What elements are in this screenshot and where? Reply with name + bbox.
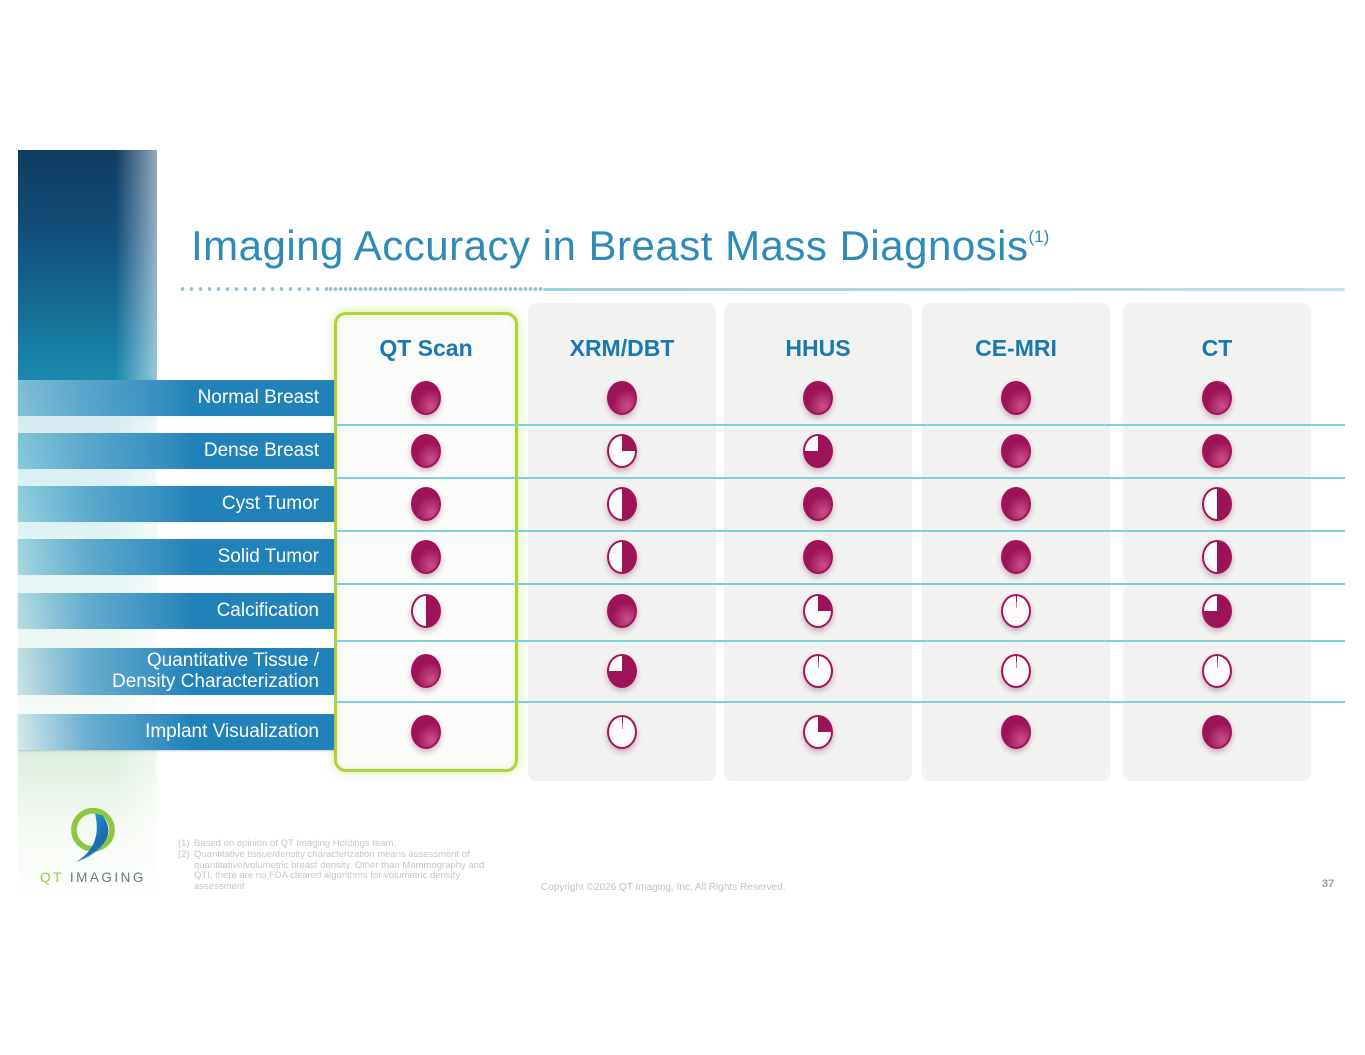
row-gap-band: [18, 694, 334, 714]
page-title: Imaging Accuracy in Breast Mass Diagnosi…: [191, 222, 1049, 270]
row-gap-band: [18, 522, 334, 539]
harvey-dense-breast-hhus: [803, 434, 833, 468]
harvey-calcification-hhus: [803, 594, 833, 628]
row-separator-line: [334, 529, 1345, 532]
harvey-dense-breast-xrm-dbt: [607, 434, 637, 468]
row-label-implant-visualization: Implant Visualization: [145, 721, 319, 743]
title-footnote-ref: (1): [1028, 227, 1050, 246]
row-label-solid-tumor: Solid Tumor: [217, 546, 319, 568]
row-separator-line: [334, 476, 1345, 479]
row-bar-implant-visualization: Implant Visualization: [18, 714, 334, 750]
harvey-cyst-tumor-xrm-dbt: [607, 487, 637, 521]
row-label-calcification: Calcification: [216, 600, 319, 622]
row-bar-calcification: Calcification: [18, 593, 334, 629]
row-bar-cyst-tumor: Cyst Tumor: [18, 486, 334, 522]
row-separator-line: [334, 700, 1345, 703]
column-header-xrm-dbt: XRM/DBT: [569, 335, 675, 361]
logo: QT IMAGING: [23, 803, 163, 885]
harvey-quantitative-tissue-density-characterization-hhus: [803, 654, 833, 688]
title-divider: [178, 286, 1345, 292]
row-label-quantitative-tissue-density-characterization: Quantitative Tissue / Density Characteri…: [112, 649, 319, 693]
footnote-2-marker: (2): [178, 848, 190, 860]
harvey-dense-breast-ce-mri: [1001, 434, 1031, 468]
harvey-normal-breast-hhus: [803, 381, 833, 415]
column-header-hhus: HHUS: [785, 335, 851, 361]
harvey-calcification-ct: [1202, 594, 1232, 628]
row-bar-solid-tumor: Solid Tumor: [18, 539, 334, 575]
logo-text-qt: QT: [40, 870, 64, 885]
row-separator-line: [334, 423, 1345, 426]
logo-blue-swoosh: [76, 813, 109, 862]
column-header-qt-scan: QT Scan: [379, 335, 473, 361]
row-separator-line: [334, 583, 1345, 585]
harvey-implant-visualization-xrm-dbt: [607, 715, 637, 749]
divider-dots-dense: [328, 286, 543, 292]
footnote-2-text: Quantitative tissue/density characteriza…: [194, 848, 485, 893]
row-bar-normal-breast: Normal Breast: [18, 380, 334, 416]
logo-blue-swoosh-shade: [76, 815, 107, 862]
logo-text-imaging: IMAGING: [69, 870, 146, 885]
copyright-notice: Copyright ©2026 QT Imaging, Inc. All Rig…: [541, 882, 786, 893]
row-bar-quantitative-tissue-density-characterization: Quantitative Tissue / Density Characteri…: [18, 647, 334, 695]
harvey-implant-visualization-ce-mri: [1001, 715, 1031, 749]
harvey-cyst-tumor-ct: [1202, 487, 1232, 521]
title-text: Imaging Accuracy in Breast Mass Diagnosi…: [191, 222, 1029, 269]
harvey-calcification-xrm-dbt: [607, 594, 637, 628]
harvey-solid-tumor-qt-scan: [411, 540, 441, 574]
row-label-cyst-tumor: Cyst Tumor: [221, 493, 319, 515]
harvey-solid-tumor-ct: [1202, 540, 1232, 574]
row-gap-band: [18, 629, 334, 648]
footnote-1: (1) Based on opinion of QT Imaging Holdi…: [178, 838, 500, 850]
qt-logo-mark: [71, 807, 115, 862]
row-label-dense-breast: Dense Breast: [203, 440, 319, 462]
harvey-normal-breast-xrm-dbt: [607, 381, 637, 415]
harvey-normal-breast-ct: [1202, 381, 1232, 415]
row-separator-line: [334, 640, 1345, 642]
harvey-quantitative-tissue-density-characterization-qt-scan: [411, 654, 441, 688]
harvey-cyst-tumor-hhus: [803, 487, 833, 521]
harvey-dense-breast-qt-scan: [411, 434, 441, 468]
harvey-solid-tumor-xrm-dbt: [607, 540, 637, 574]
harvey-calcification-qt-scan: [411, 594, 441, 628]
column-header-ct: CT: [1201, 335, 1233, 361]
harvey-implant-visualization-qt-scan: [411, 715, 441, 749]
harvey-cyst-tumor-ce-mri: [1001, 487, 1031, 521]
row-label-normal-breast: Normal Breast: [197, 387, 319, 409]
harvey-solid-tumor-ce-mri: [1001, 540, 1031, 574]
harvey-normal-breast-ce-mri: [1001, 381, 1031, 415]
logo-text: QT IMAGING: [23, 870, 163, 885]
row-gap-band: [18, 416, 334, 433]
divider-dots-sparse: [178, 286, 328, 292]
harvey-cyst-tumor-qt-scan: [411, 487, 441, 521]
harvey-quantitative-tissue-density-characterization-xrm-dbt: [607, 654, 637, 688]
row-gap-band: [18, 469, 334, 486]
column-header-ce-mri: CE-MRI: [975, 335, 1057, 361]
harvey-solid-tumor-hhus: [803, 540, 833, 574]
page-number: 37: [1322, 878, 1335, 890]
footnote-1-marker: (1): [178, 838, 190, 849]
harvey-quantitative-tissue-density-characterization-ce-mri: [1001, 654, 1031, 688]
harvey-dense-breast-ct: [1202, 434, 1232, 468]
row-gap-band: [18, 575, 334, 593]
divider-rule: [543, 287, 1345, 291]
harvey-calcification-ce-mri: [1001, 594, 1031, 628]
footnote-1-text: Based on opinion of QT Imaging Holdings …: [194, 838, 397, 849]
footnotes: (1) Based on opinion of QT Imaging Holdi…: [178, 838, 500, 893]
harvey-implant-visualization-hhus: [803, 715, 833, 749]
harvey-implant-visualization-ct: [1202, 715, 1232, 749]
row-bar-dense-breast: Dense Breast: [18, 433, 334, 469]
footnote-2: (2) Quantitative tissue/density characte…: [178, 848, 500, 893]
harvey-quantitative-tissue-density-characterization-ct: [1202, 654, 1232, 688]
harvey-normal-breast-qt-scan: [411, 381, 441, 415]
